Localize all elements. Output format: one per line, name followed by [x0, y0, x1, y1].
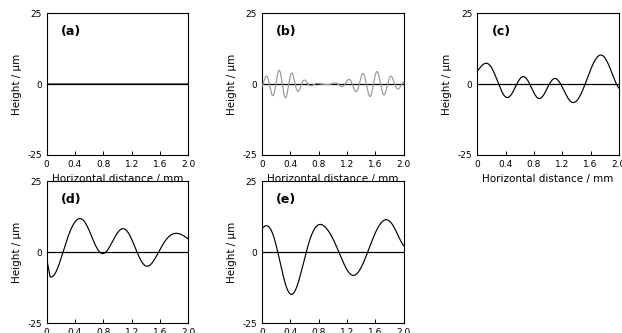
- Text: (e): (e): [276, 193, 296, 206]
- X-axis label: Horizontal distance / mm: Horizontal distance / mm: [483, 174, 614, 184]
- X-axis label: Horizontal distance / mm: Horizontal distance / mm: [267, 174, 399, 184]
- Text: (b): (b): [276, 25, 297, 38]
- Y-axis label: Height / μm: Height / μm: [227, 222, 237, 283]
- Text: (c): (c): [491, 25, 511, 38]
- Y-axis label: Height / μm: Height / μm: [442, 54, 452, 115]
- Text: (d): (d): [61, 193, 81, 206]
- Y-axis label: Height / μm: Height / μm: [227, 54, 237, 115]
- Text: (a): (a): [61, 25, 81, 38]
- Y-axis label: Height / μm: Height / μm: [12, 54, 22, 115]
- X-axis label: Horizontal distance / mm: Horizontal distance / mm: [52, 174, 183, 184]
- Y-axis label: Height / μm: Height / μm: [12, 222, 22, 283]
